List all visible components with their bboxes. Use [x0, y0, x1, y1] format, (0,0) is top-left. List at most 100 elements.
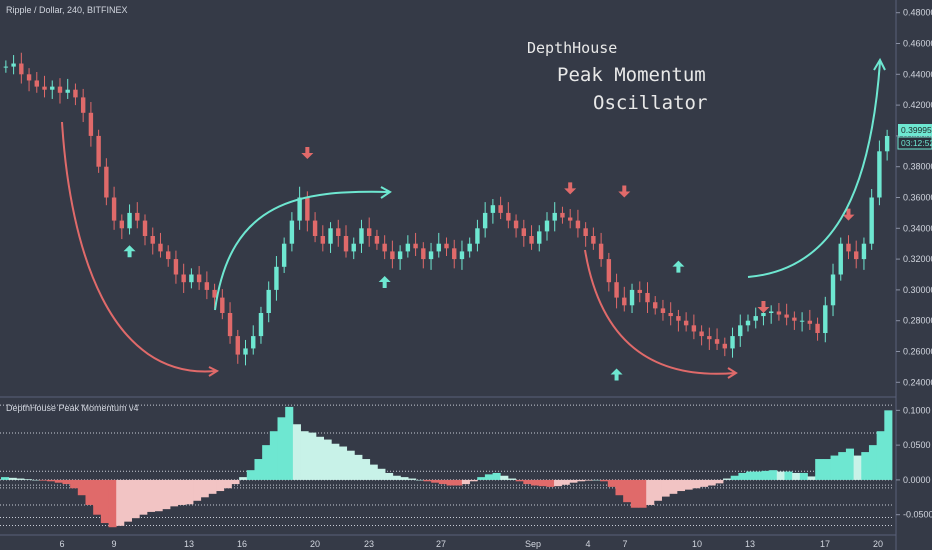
momentum-bar — [369, 464, 378, 480]
candle-body — [529, 236, 534, 244]
momentum-bar — [523, 479, 532, 485]
candle-body — [119, 220, 125, 229]
candle-body — [838, 243, 843, 275]
candle-body — [513, 220, 519, 229]
momentum-bar — [615, 479, 624, 496]
time-axis-label: 27 — [436, 539, 446, 549]
momentum-bar — [884, 410, 893, 480]
candle-body — [73, 89, 78, 98]
momentum-bar — [392, 475, 401, 480]
candle-body — [614, 282, 619, 298]
candle-body — [320, 236, 326, 244]
time-axis-label: 4 — [585, 539, 590, 549]
candle-body — [390, 251, 395, 260]
momentum-bar — [193, 479, 202, 501]
candle-body — [884, 135, 890, 152]
candle-body — [142, 220, 148, 236]
candle-body — [598, 243, 604, 260]
time-axis-label: 10 — [692, 539, 702, 549]
candle-body — [776, 311, 782, 315]
momentum-bar — [592, 479, 601, 481]
time-axis-label: 16 — [237, 539, 247, 549]
candle-body — [166, 251, 171, 260]
momentum-bar — [730, 475, 739, 480]
candle-body — [846, 243, 851, 252]
candle-body — [374, 236, 380, 244]
momentum-bar — [838, 452, 847, 480]
momentum-bar — [116, 479, 125, 526]
momentum-bar — [331, 443, 340, 480]
momentum-bar — [853, 455, 862, 480]
momentum-bar — [515, 479, 524, 482]
candle-body — [266, 289, 271, 313]
uptrend-curve-arrowhead — [380, 186, 392, 199]
momentum-bar — [807, 476, 816, 480]
time-axis-label: 6 — [59, 539, 64, 549]
candle-body — [653, 302, 658, 309]
momentum-bar — [500, 475, 509, 480]
momentum-bar — [822, 459, 831, 480]
momentum-bar — [776, 471, 785, 480]
time-axis-label: 7 — [622, 539, 627, 549]
candle-body — [26, 74, 32, 81]
momentum-bar — [146, 479, 156, 512]
time-axis-label: 20 — [310, 539, 320, 549]
candle-body — [506, 212, 511, 221]
buy-signal-arrow — [378, 276, 391, 289]
time-axis-label: 9 — [111, 539, 116, 549]
candle-body — [521, 228, 527, 236]
candle-body — [405, 243, 411, 252]
candle-body — [823, 305, 828, 334]
momentum-bar — [208, 479, 217, 494]
sell-signal-arrow — [842, 208, 855, 221]
candle-body — [19, 63, 24, 75]
candle-body — [189, 274, 194, 283]
candle-body — [761, 313, 766, 317]
momentum-bar — [761, 470, 770, 480]
candle-body — [351, 243, 356, 252]
second-downtrend-curve — [584, 249, 736, 375]
trend-curves-group — [61, 57, 886, 379]
momentum-bar — [707, 479, 716, 486]
candle-body — [877, 151, 882, 198]
momentum-bar — [223, 479, 232, 489]
momentum-bar — [62, 479, 71, 485]
momentum-bar — [738, 472, 747, 480]
breakout-curve-arrowhead — [873, 57, 886, 71]
momentum-bar — [661, 479, 670, 497]
countdown-badge — [897, 136, 932, 150]
candle-body — [722, 343, 727, 349]
candle-body — [683, 320, 689, 326]
candle-body — [714, 339, 720, 344]
sell-signal-arrow — [618, 185, 631, 198]
candle-body — [251, 336, 256, 349]
candle-body — [227, 313, 233, 337]
candle-body — [537, 231, 542, 244]
momentum-bar — [185, 479, 194, 505]
candle-body — [668, 313, 673, 317]
momentum-bar — [400, 477, 409, 480]
momentum-bar — [715, 479, 724, 484]
momentum-bar — [315, 436, 325, 480]
second-downtrend-curve-arrowhead — [727, 367, 738, 379]
momentum-bar — [285, 406, 294, 480]
momentum-bar — [845, 448, 854, 480]
momentum-bar — [623, 479, 632, 503]
candle-body — [830, 274, 836, 306]
momentum-bar — [784, 471, 793, 480]
candle-body — [413, 243, 418, 249]
signal-arrows-group — [123, 147, 855, 381]
candle-body — [57, 86, 63, 93]
momentum-bar — [362, 459, 371, 480]
candle-body — [297, 197, 302, 221]
momentum-bar — [723, 478, 732, 480]
momentum-bar — [100, 479, 109, 524]
sell-signal-arrow — [757, 301, 770, 313]
candle-body — [645, 292, 650, 303]
candle-body — [421, 248, 426, 260]
candle-body — [127, 212, 132, 229]
